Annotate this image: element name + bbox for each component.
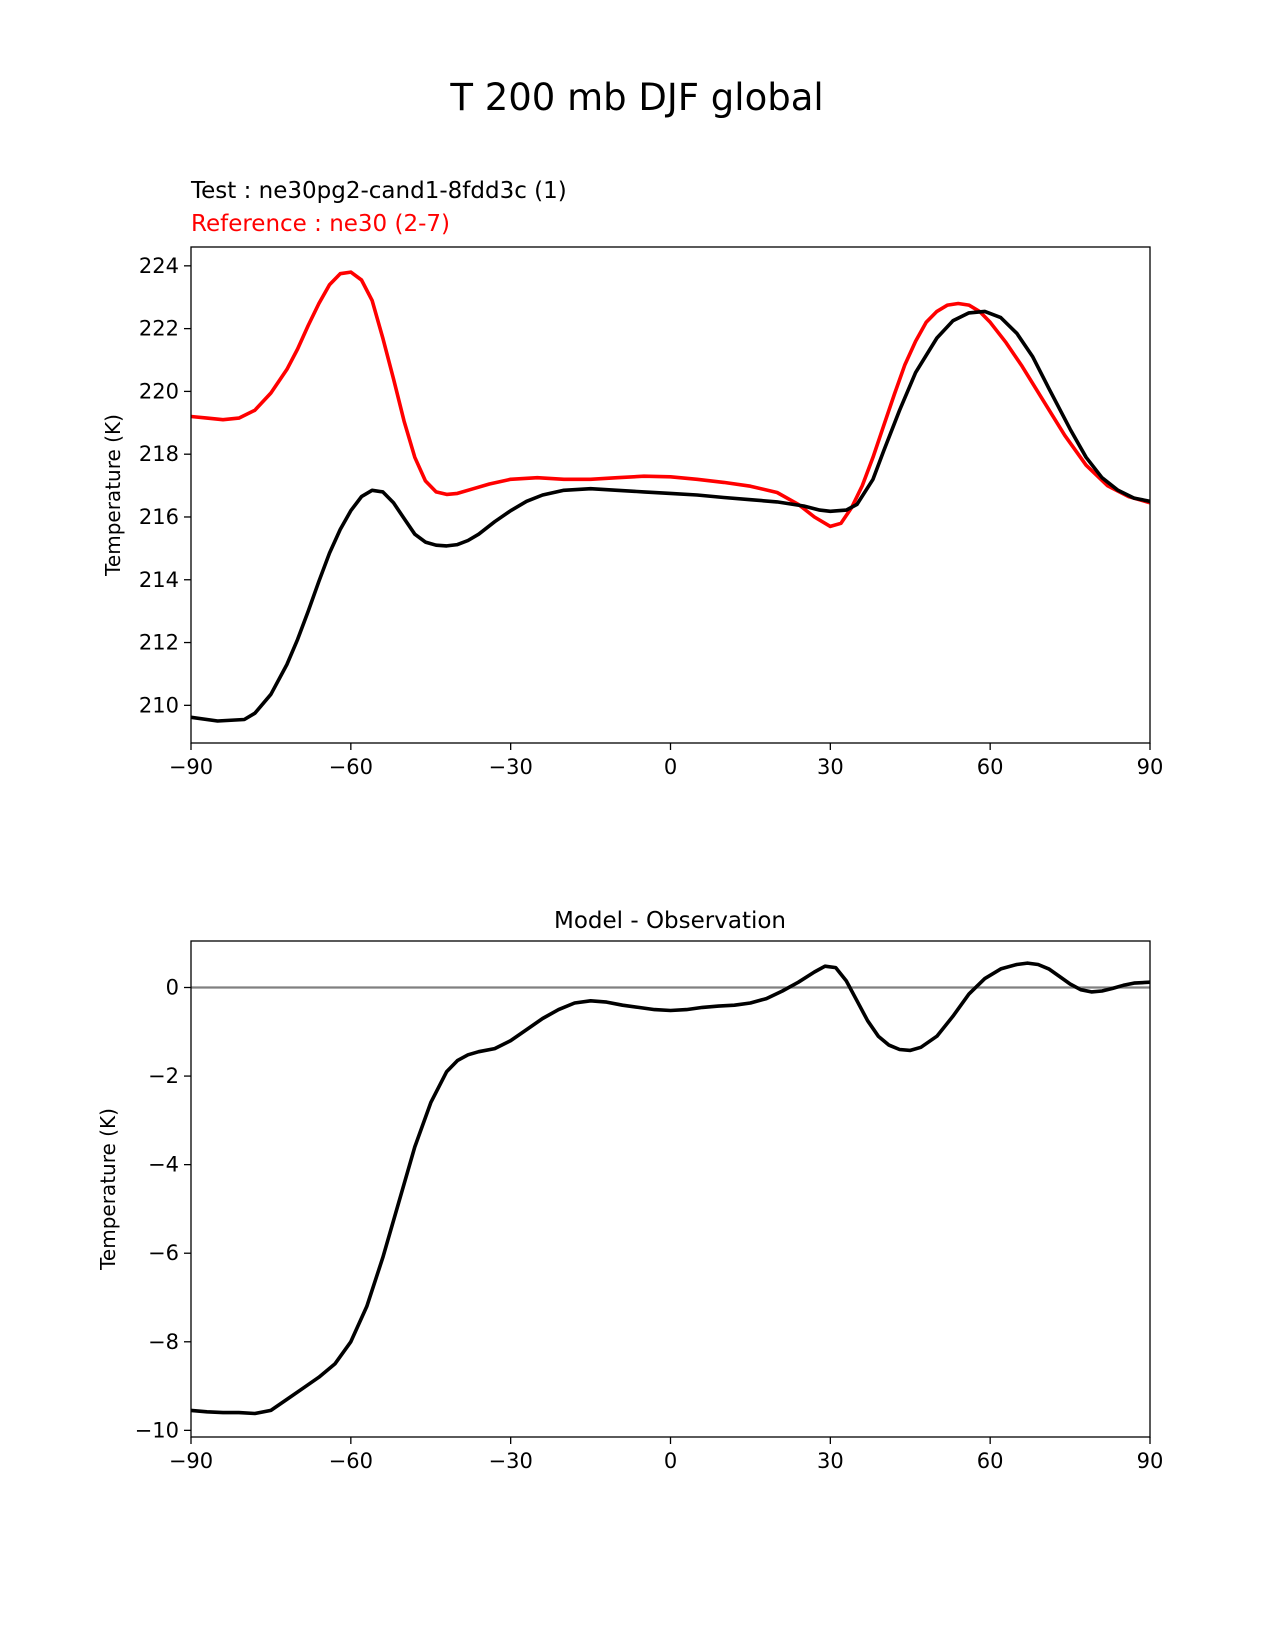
x-tick-label: −60 [329, 755, 373, 779]
x-tick-label: −30 [489, 1449, 533, 1473]
y-tick-label: 220 [139, 379, 179, 403]
x-tick-label: 90 [1137, 755, 1164, 779]
y-tick-label: −6 [148, 1241, 179, 1265]
bottom-series-layer [191, 961, 1150, 1416]
bottom-chart-title: Model - Observation [554, 908, 786, 934]
y-tick-label: 214 [139, 568, 179, 592]
y-tick-label: 216 [139, 505, 179, 529]
x-tick-label: 0 [664, 1449, 677, 1473]
y-tick-label: 218 [139, 442, 179, 466]
y-tick-label: 0 [166, 976, 179, 1000]
x-tick-label: −90 [169, 755, 213, 779]
y-tick-label: 212 [139, 631, 179, 655]
x-tick-label: −90 [169, 1449, 213, 1473]
top-y-axis-label: Temperature (K) [101, 414, 125, 577]
y-tick-label: −2 [148, 1064, 179, 1088]
bottom-y-axis: −10 −8 −6 −4 −2 0 [135, 976, 191, 1442]
bottom-y-axis-label: Temperature (K) [96, 1108, 120, 1271]
y-tick-label: 210 [139, 693, 179, 717]
series-line-difference [191, 961, 1150, 1416]
legend-reference-label: Reference : ne30 (2-7) [191, 211, 450, 237]
x-tick-label: −60 [329, 1449, 373, 1473]
figure-title: T 200 mb DJF global [449, 76, 823, 119]
top-y-axis: 210 212 214 216 218 220 222 224 [139, 254, 191, 717]
bottom-x-axis: −90 −60 −30 0 30 60 90 [169, 1437, 1164, 1473]
x-tick-label: −30 [489, 755, 533, 779]
series-line-test [191, 309, 1150, 723]
y-tick-label: −4 [148, 1153, 179, 1177]
top-x-axis: −90 −60 −30 0 30 60 90 [169, 743, 1164, 779]
x-tick-label: 0 [664, 755, 677, 779]
series-line-reference [191, 270, 1150, 529]
y-tick-label: 222 [139, 317, 179, 341]
bottom-line-chart: Model - Observation −90 −60 −30 0 30 60 90 −10… [96, 908, 1163, 1473]
top-series-layer [191, 270, 1150, 723]
x-tick-label: 60 [977, 755, 1004, 779]
x-tick-label: 90 [1137, 1449, 1164, 1473]
legend-test-label: Test : ne30pg2-cand1-8fdd3c (1) [190, 178, 567, 204]
top-line-chart: Test : ne30pg2-cand1-8fdd3c (1) Referenc… [101, 178, 1163, 779]
x-tick-label: 30 [817, 1449, 844, 1473]
x-tick-label: 30 [817, 755, 844, 779]
x-tick-label: 60 [977, 1449, 1004, 1473]
y-tick-label: −10 [135, 1418, 179, 1442]
y-tick-label: 224 [139, 254, 179, 278]
y-tick-label: −8 [148, 1330, 179, 1354]
